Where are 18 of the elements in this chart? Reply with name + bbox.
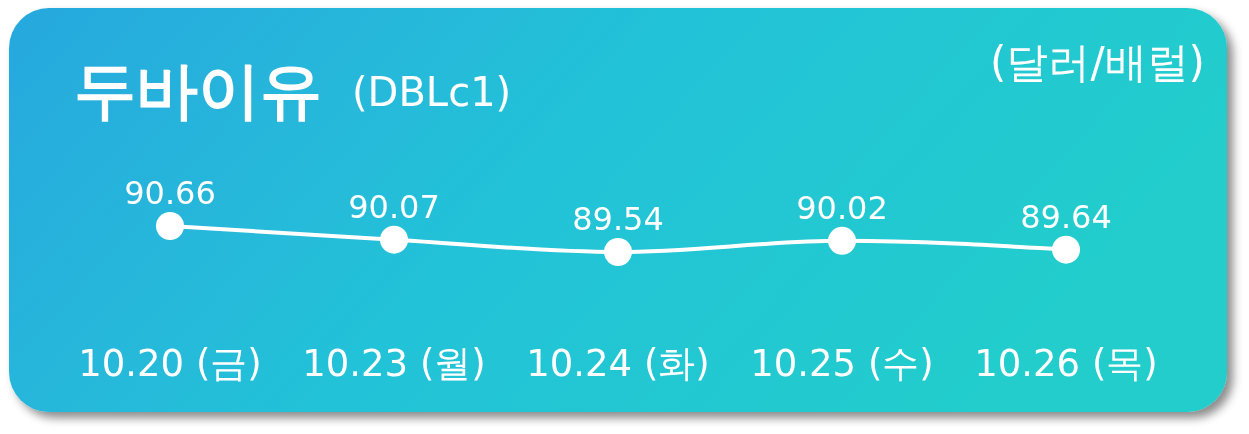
chart-subtitle: (DBLc1) bbox=[352, 69, 512, 115]
x-tick-label: 10.24 (화) bbox=[526, 342, 710, 385]
data-label: 90.07 bbox=[348, 187, 440, 226]
point bbox=[380, 225, 408, 254]
y-axis-title: (달러/배럴) bbox=[990, 38, 1205, 87]
data-label: 89.54 bbox=[572, 200, 664, 238]
data-label: 89.64 bbox=[1020, 197, 1112, 236]
point bbox=[156, 212, 184, 240]
chart-title: 두바이유 bbox=[74, 54, 322, 127]
point bbox=[828, 226, 856, 255]
point bbox=[604, 238, 632, 266]
data-label: 90.66 bbox=[124, 174, 216, 212]
x-tick-label: 10.25 (수) bbox=[750, 342, 934, 385]
point bbox=[1052, 235, 1080, 264]
x-tick-label: 10.20 (금) bbox=[78, 342, 262, 385]
data-label: 90.02 bbox=[796, 188, 888, 227]
x-tick-label: 10.26 (목) bbox=[974, 342, 1158, 385]
x-tick-label: 10.23 (월) bbox=[302, 342, 486, 385]
